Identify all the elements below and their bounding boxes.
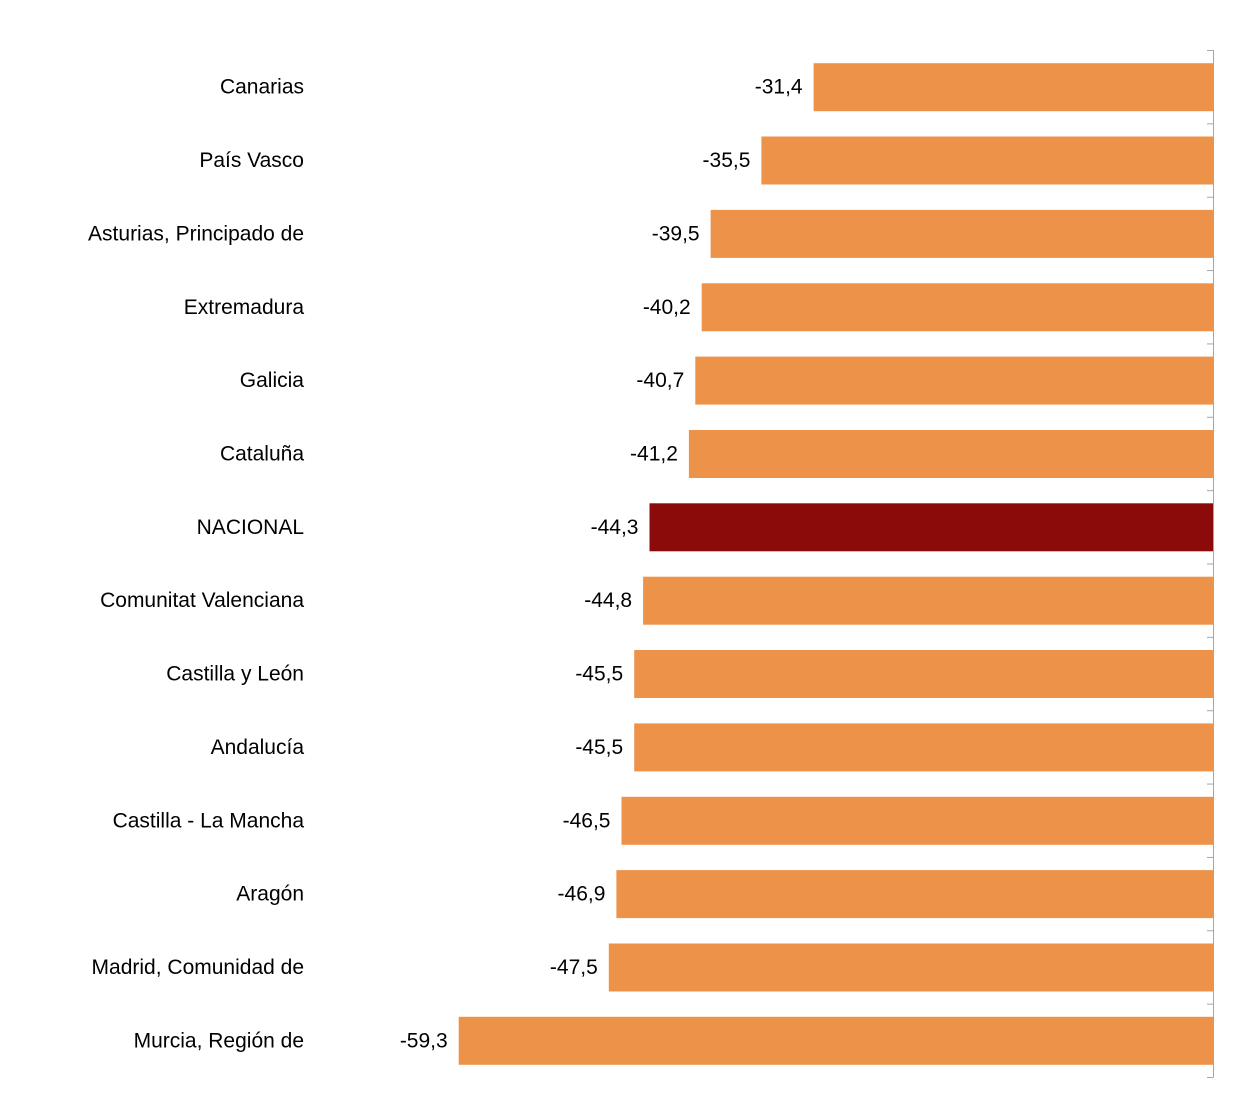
bar-madrid-comunidad-de (608, 943, 1213, 992)
bar-cataluna (688, 430, 1213, 478)
value-labels-group: -31,4 -35,5 -39,5 -40,2 -40,7 -41,2 -44,3 -44,8… (400, 76, 803, 1053)
category-label-castilla-y-leon: Castilla y León (166, 663, 304, 686)
category-label-andalucia: Andalucía (211, 736, 305, 759)
category-label-galicia: Galicia (240, 369, 305, 392)
value-label-nacional: -44,3 (591, 516, 639, 539)
bar-aragon (616, 870, 1213, 919)
value-label-castilla-y-leon: -45,5 (575, 663, 623, 686)
value-label-pais-vasco: -35,5 (703, 149, 751, 172)
category-label-castilla-la-mancha: Castilla - La Mancha (113, 809, 305, 832)
bar-canarias (813, 63, 1213, 112)
bar-comunitat-valenciana (643, 576, 1213, 625)
category-label-nacional: NACIONAL (197, 516, 304, 539)
bar-castilla-y-leon (634, 650, 1213, 698)
category-label-comunitat-valenciana: Comunitat Valenciana (100, 589, 304, 612)
category-label-aragon: Aragón (236, 883, 304, 906)
value-label-murcia-region-de: -59,3 (400, 1029, 448, 1052)
bar-murcia-region-de (458, 1016, 1213, 1065)
bar-galicia (695, 356, 1213, 405)
category-label-madrid-comunidad-de: Madrid, Comunidad de (92, 956, 304, 979)
category-label-pais-vasco: País Vasco (199, 149, 304, 172)
bar-andalucia (634, 723, 1213, 772)
bar-pais-vasco (761, 136, 1213, 185)
value-label-cataluna: -41,2 (630, 442, 678, 465)
value-label-castilla-la-mancha: -46,5 (563, 809, 611, 832)
category-label-extremadura: Extremadura (184, 296, 305, 319)
bar-extremadura (701, 283, 1213, 332)
bars-group (458, 63, 1213, 1065)
value-label-andalucia: -45,5 (575, 736, 623, 759)
category-label-murcia-region-de: Murcia, Región de (134, 1029, 304, 1052)
value-axis-group (1207, 50, 1214, 1078)
category-label-canarias: Canarias (220, 76, 304, 99)
value-label-canarias: -31,4 (755, 76, 803, 99)
bar-castilla-la-mancha (621, 796, 1213, 845)
value-label-madrid-comunidad-de: -47,5 (550, 956, 598, 979)
bar-asturias-principado-de (710, 209, 1213, 258)
bar-nacional (649, 503, 1213, 552)
value-label-galicia: -40,7 (636, 369, 684, 392)
category-labels-group: Canarias País Vasco Asturias, Principado d… (88, 76, 304, 1053)
category-label-asturias-principado-de: Asturias, Principado de (88, 222, 304, 245)
category-label-cataluna: Cataluña (220, 442, 304, 465)
value-label-comunitat-valenciana: -44,8 (584, 589, 632, 612)
value-label-asturias-principado-de: -39,5 (652, 222, 700, 245)
value-label-extremadura: -40,2 (643, 296, 691, 319)
value-label-aragon: -46,9 (558, 883, 606, 906)
